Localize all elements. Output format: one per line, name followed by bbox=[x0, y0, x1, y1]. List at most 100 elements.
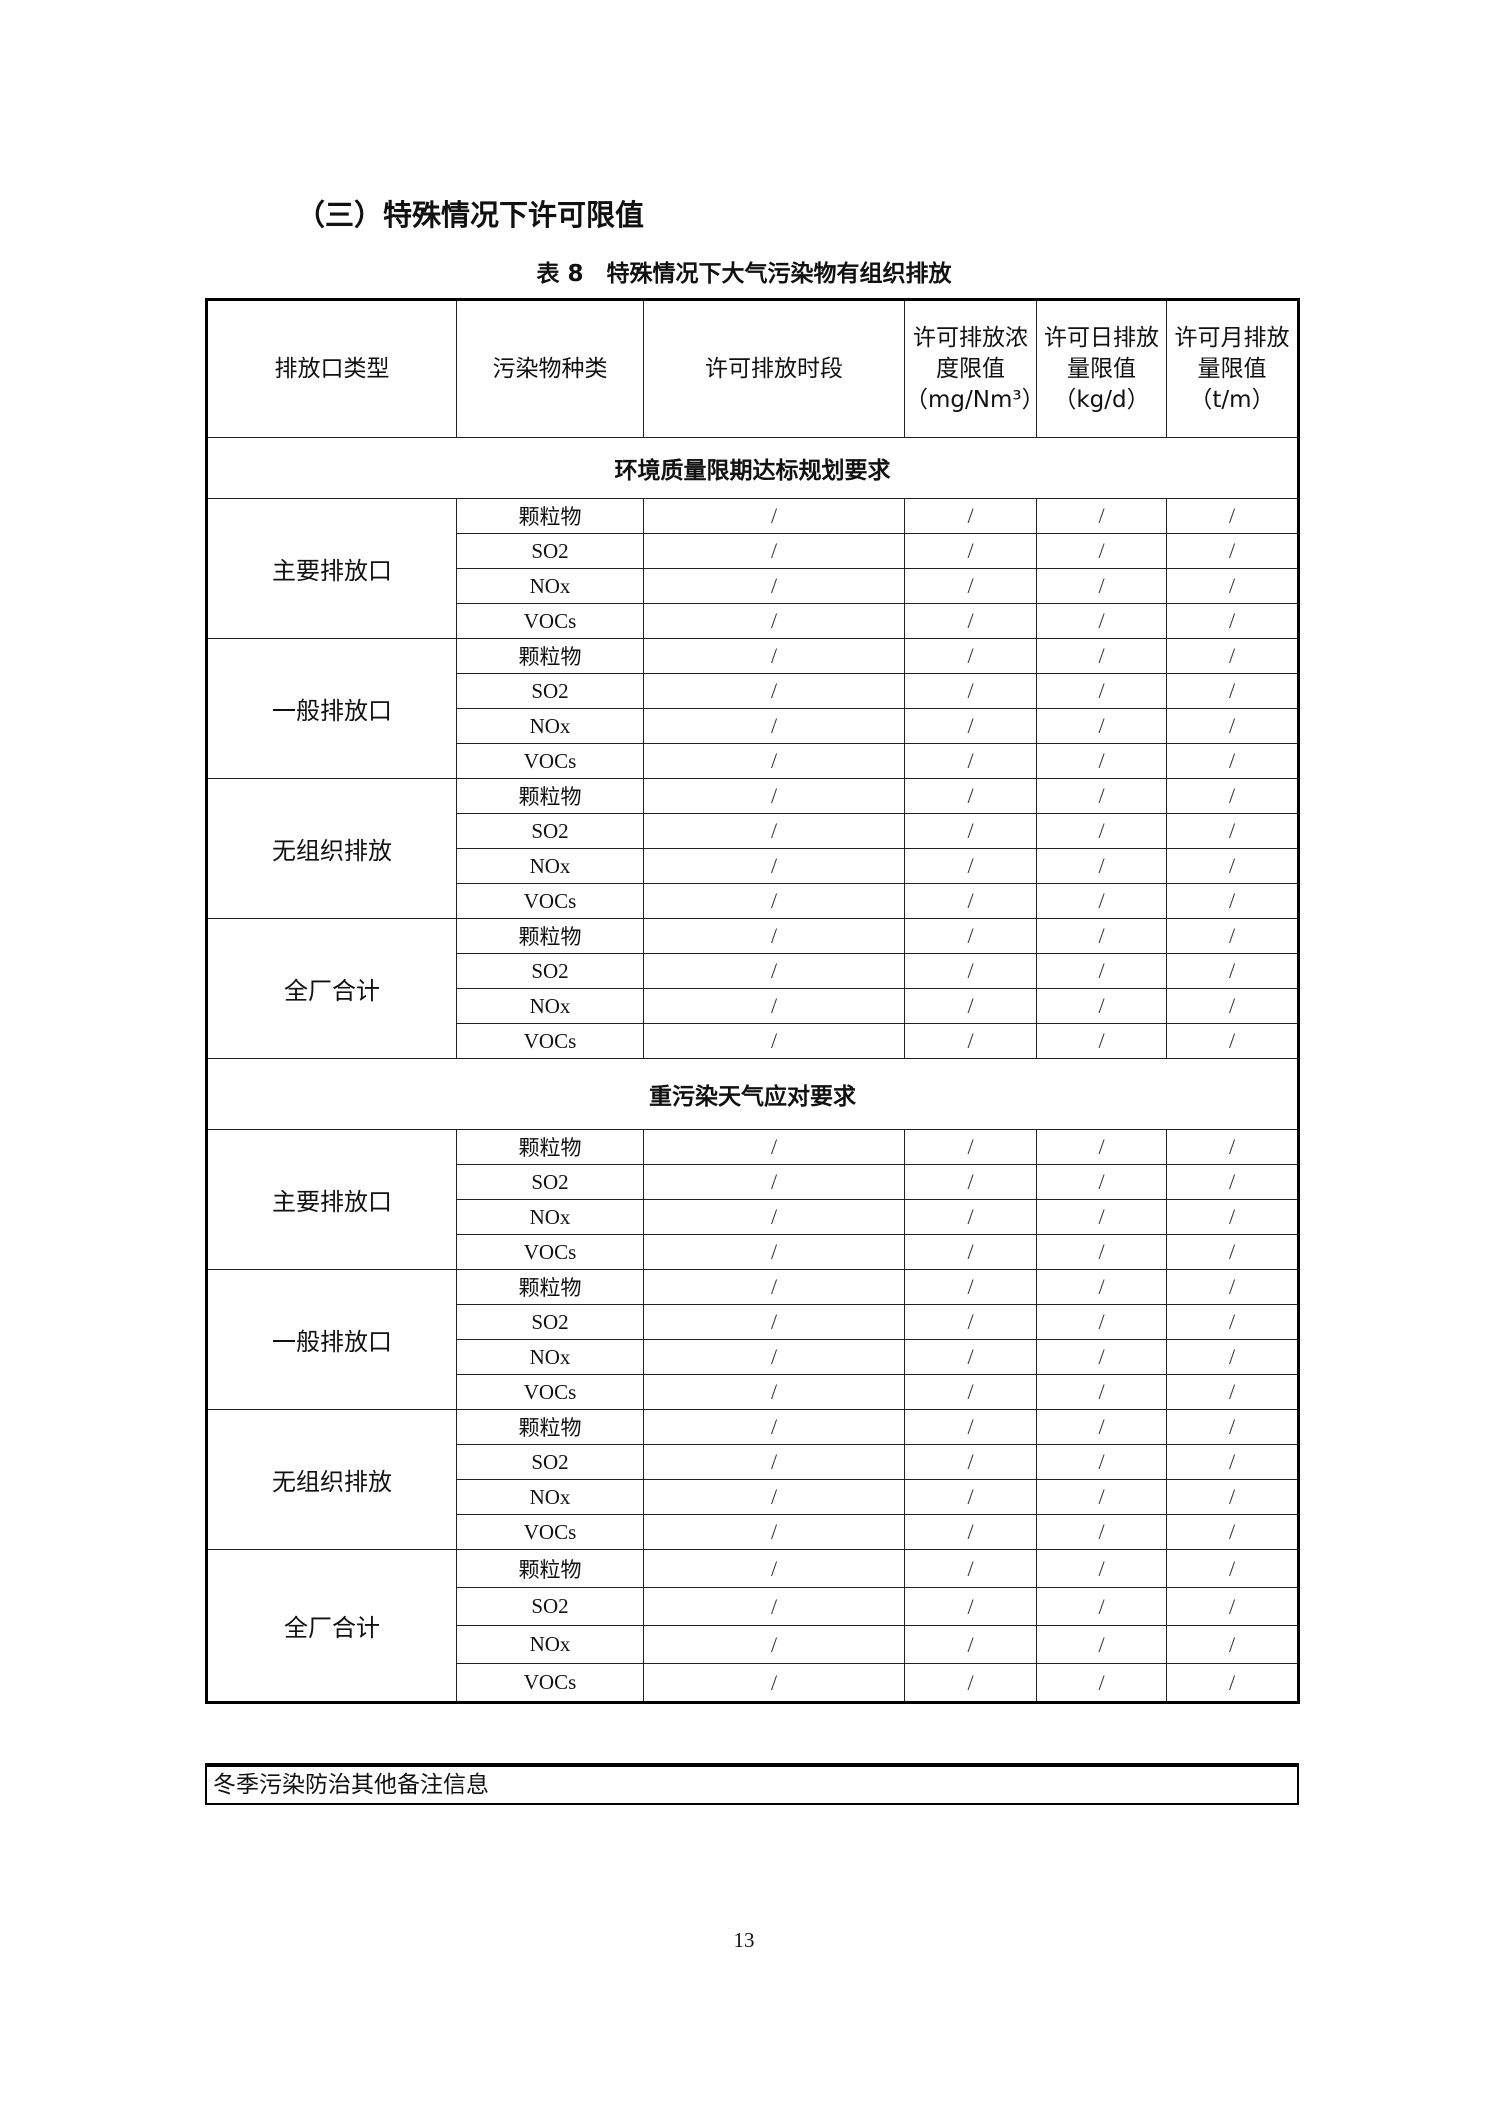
value-cell: / bbox=[1166, 1023, 1299, 1059]
value-cell: / bbox=[1166, 1374, 1299, 1410]
pollutant-cell: NOx bbox=[456, 1339, 644, 1375]
value-cell: / bbox=[643, 1129, 905, 1165]
pollutant-cell: NOx bbox=[456, 708, 644, 744]
value-cell: / bbox=[904, 1514, 1037, 1550]
notes-box: 冬季污染防治其他备注信息 bbox=[205, 1763, 1299, 1805]
value-cell: / bbox=[643, 1269, 905, 1305]
value-cell: / bbox=[904, 568, 1037, 604]
pollutant-cell: SO2 bbox=[456, 1164, 644, 1200]
value-cell: / bbox=[904, 813, 1037, 849]
value-cell: / bbox=[643, 988, 905, 1024]
pollutant-cell: SO2 bbox=[456, 1444, 644, 1480]
header-outlet-type: 排放口类型 bbox=[206, 299, 457, 438]
value-cell: / bbox=[904, 638, 1037, 674]
value-cell: / bbox=[1036, 498, 1167, 534]
pollutant-cell: NOx bbox=[456, 848, 644, 884]
pollutant-cell: 颗粒物 bbox=[456, 1129, 644, 1165]
value-cell: / bbox=[904, 708, 1037, 744]
pollutant-cell: VOCs bbox=[456, 1514, 644, 1550]
table-row: 全厂合计 颗粒物 / / / / bbox=[206, 1549, 1299, 1703]
value-cell: / bbox=[643, 1663, 905, 1703]
value-cell: / bbox=[1166, 708, 1299, 744]
value-cell: / bbox=[1036, 1479, 1167, 1515]
table-row: 一般排放口 颗粒物 / / / / bbox=[206, 638, 1299, 779]
outlet-type-cell: 全厂合计 bbox=[206, 1549, 457, 1703]
outlet-type-cell: 一般排放口 bbox=[206, 1269, 457, 1410]
value-cell: / bbox=[904, 1549, 1037, 1588]
value-cell: / bbox=[1166, 988, 1299, 1024]
value-cell: / bbox=[1036, 1514, 1167, 1550]
header-monthly-limit: 许可月排放量限值（t/m） bbox=[1166, 299, 1299, 438]
header-daily-limit: 许可日排放量限值（kg/d） bbox=[1036, 299, 1167, 438]
value-cell: / bbox=[643, 1339, 905, 1375]
value-cell: / bbox=[1036, 918, 1167, 954]
section-heading: （三）特殊情况下许可限值 bbox=[296, 198, 645, 232]
table-row: NOx / / / / bbox=[207, 708, 1299, 744]
value-cell: / bbox=[643, 1234, 905, 1270]
value-cell: / bbox=[1166, 603, 1299, 639]
value-cell: / bbox=[1036, 533, 1167, 569]
section-row: 环境质量限期达标规划要求 bbox=[206, 437, 1299, 499]
outlet-type-cell: 无组织排放 bbox=[206, 778, 457, 919]
pollutant-cell: VOCs bbox=[456, 1023, 644, 1059]
value-cell: / bbox=[1166, 848, 1299, 884]
table-caption: 表 8 特殊情况下大气污染物有组织排放 bbox=[536, 261, 952, 287]
value-cell: / bbox=[1166, 1514, 1299, 1550]
pollutant-cell: SO2 bbox=[456, 813, 644, 849]
value-cell: / bbox=[904, 1269, 1037, 1305]
value-cell: / bbox=[643, 883, 905, 919]
table-row: VOCs / / / / bbox=[207, 1023, 1299, 1059]
value-cell: / bbox=[1036, 1234, 1167, 1270]
value-cell: / bbox=[1036, 1444, 1167, 1480]
pollutant-cell: VOCs bbox=[456, 1663, 644, 1703]
value-cell: / bbox=[1036, 1199, 1167, 1235]
value-cell: / bbox=[643, 1587, 905, 1626]
value-cell: / bbox=[643, 1023, 905, 1059]
value-cell: / bbox=[643, 1444, 905, 1480]
value-cell: / bbox=[1166, 673, 1299, 709]
value-cell: / bbox=[904, 988, 1037, 1024]
pollutant-cell: 颗粒物 bbox=[456, 1409, 644, 1445]
value-cell: / bbox=[904, 848, 1037, 884]
value-cell: / bbox=[1166, 1625, 1299, 1664]
pollutant-cell: VOCs bbox=[456, 603, 644, 639]
value-cell: / bbox=[1166, 743, 1299, 779]
value-cell: / bbox=[643, 813, 905, 849]
pollutant-cell: 颗粒物 bbox=[456, 778, 644, 814]
value-cell: / bbox=[1166, 1234, 1299, 1270]
value-cell: / bbox=[904, 918, 1037, 954]
value-cell: / bbox=[904, 1479, 1037, 1515]
table-row: 主要排放口 颗粒物 / / / / bbox=[206, 498, 1299, 639]
value-cell: / bbox=[1036, 953, 1167, 989]
table-row: 全厂合计 颗粒物 / / / / bbox=[206, 918, 1299, 1059]
value-cell: / bbox=[1036, 638, 1167, 674]
pollutant-cell: VOCs bbox=[456, 1374, 644, 1410]
pollutant-cell: SO2 bbox=[456, 1304, 644, 1340]
table-row: VOCs / / / / bbox=[207, 743, 1299, 779]
pollutant-cell: SO2 bbox=[456, 533, 644, 569]
value-cell: / bbox=[904, 1339, 1037, 1375]
value-cell: / bbox=[904, 673, 1037, 709]
table-row: VOCs / / / / bbox=[207, 1663, 1299, 1703]
section-title: 重污染天气应对要求 bbox=[206, 1058, 1299, 1130]
value-cell: / bbox=[643, 1625, 905, 1664]
value-cell: / bbox=[904, 1663, 1037, 1703]
value-cell: / bbox=[1166, 1129, 1299, 1165]
value-cell: / bbox=[904, 1023, 1037, 1059]
value-cell: / bbox=[1036, 708, 1167, 744]
value-cell: / bbox=[904, 1444, 1037, 1480]
value-cell: / bbox=[643, 533, 905, 569]
header-period: 许可排放时段 bbox=[643, 299, 905, 438]
pollutant-cell: 颗粒物 bbox=[456, 918, 644, 954]
value-cell: / bbox=[643, 1479, 905, 1515]
pollutant-cell: VOCs bbox=[456, 883, 644, 919]
outlet-type-cell: 主要排放口 bbox=[206, 498, 457, 639]
value-cell: / bbox=[1166, 1199, 1299, 1235]
value-cell: / bbox=[1036, 813, 1167, 849]
table-row: SO2// / / bbox=[207, 1587, 1299, 1626]
table-row: NOx / / / / bbox=[207, 1199, 1299, 1235]
table-row: SO2// / / bbox=[207, 1164, 1299, 1200]
value-cell: / bbox=[904, 1409, 1037, 1445]
value-cell: / bbox=[1036, 1164, 1167, 1200]
value-cell: / bbox=[1166, 498, 1299, 534]
